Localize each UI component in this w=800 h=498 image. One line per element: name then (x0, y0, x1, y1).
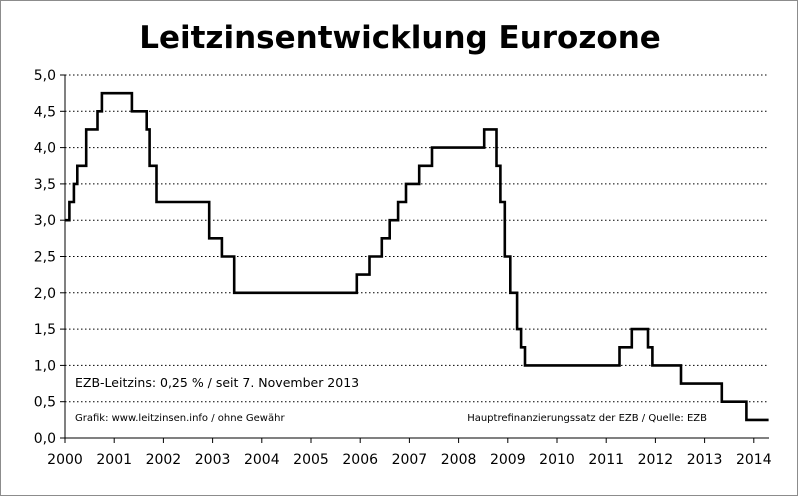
series-line (65, 91, 769, 422)
y-tick-labels: 0,0 0,5 1,0 1,5 2,0 2,5 3,0 3,5 4,0 4,5 5,0 (34, 68, 56, 447)
gridlines (65, 74, 769, 403)
y-tick-label: 3,0 (34, 213, 56, 229)
x-tick-label: 2005 (293, 452, 329, 468)
x-tick-label: 2004 (244, 452, 280, 468)
x-tick-label: 2003 (195, 452, 231, 468)
x-tick-label: 2006 (342, 452, 378, 468)
annotation-rate: EZB-Leitzins: 0,25 % / seit 7. November … (75, 375, 359, 390)
y-tick-label: 1,0 (34, 358, 56, 374)
chart-title: Leitzinsentwicklung Eurozone (139, 20, 661, 56)
y-tick-label: 0,0 (34, 431, 56, 447)
x-tick-labels: 2000 2001 2002 2003 2004 2005 2006 2007 2008 2009… (47, 452, 772, 468)
x-tick-label: 2007 (392, 452, 428, 468)
y-tick-label: 1,5 (34, 322, 56, 338)
y-tick-label: 0,5 (34, 395, 56, 411)
x-tick-label: 2012 (638, 452, 674, 468)
y-tick-label: 3,5 (34, 177, 56, 193)
x-tick-label: 2008 (441, 452, 477, 468)
axes (60, 74, 769, 443)
x-tick-label: 2000 (47, 452, 83, 468)
y-tick-label: 2,5 (34, 250, 56, 266)
x-tick-label: 2009 (490, 452, 526, 468)
x-tick-label: 2010 (539, 452, 575, 468)
annotation-source-left: Grafik: www.leitzinsen.info / ohne Gewäh… (75, 413, 285, 424)
x-tick-label: 2011 (588, 452, 624, 468)
annotation-source-right: Hauptrefinanzierungssatz der EZB / Quell… (467, 413, 707, 424)
x-tick-label: 2001 (96, 452, 132, 468)
y-tick-label: 4,0 (34, 141, 56, 157)
y-tick-label: 4,5 (34, 104, 56, 120)
y-tick-label: 5,0 (34, 68, 56, 84)
x-tick-label: 2014 (736, 452, 772, 468)
x-tick-label: 2002 (146, 452, 182, 468)
y-tick-label: 2,0 (34, 286, 56, 302)
x-tick-label: 2013 (687, 452, 723, 468)
